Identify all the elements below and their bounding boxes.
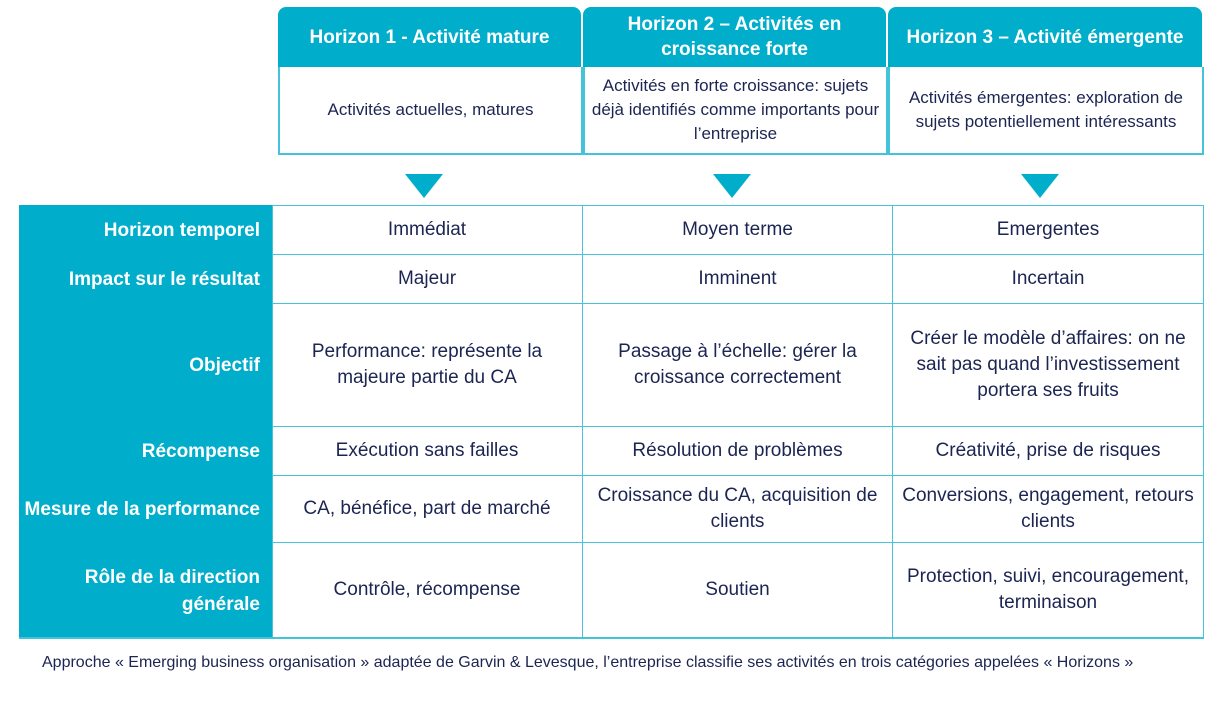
horizon-2-header: Horizon 2 – Activités en croissance fort… — [583, 7, 886, 67]
table-cell: Soutien — [583, 543, 893, 638]
row-label: Impact sur le résultat — [68, 269, 260, 290]
table-cell: Créativité, prise de risques — [893, 427, 1204, 476]
horizon-3-header: Horizon 3 – Activité émergente — [888, 7, 1202, 67]
table-bottom-border — [19, 637, 1204, 639]
row-label: Mesure de la performance — [24, 499, 260, 520]
table-cell: Immédiat — [272, 205, 583, 255]
table-cell: Exécution sans failles — [272, 427, 583, 476]
table-cell: Majeur — [272, 255, 583, 304]
table-cell: Résolution de problèmes — [583, 427, 893, 476]
table-cell: Croissance du CA, acquisition de clients — [583, 476, 893, 543]
table-cell: Créer le modèle d’affaires: on ne sait p… — [893, 304, 1204, 427]
table-cell: Emergentes — [893, 205, 1204, 255]
row-label: Horizon temporel — [103, 219, 260, 241]
table-left-border — [272, 205, 273, 638]
row-label-column — [19, 205, 272, 638]
horizon-1-header: Horizon 1 - Activité mature — [278, 7, 581, 67]
table-cell: Conversions, engagement, retours clients — [893, 476, 1204, 543]
table-cell: CA, bénéfice, part de marché — [272, 476, 583, 543]
horizon-2-description: Activités en forte croissance: sujets dé… — [583, 67, 888, 155]
table-cell: Incertain — [893, 255, 1204, 304]
table-cell: Protection, suivi, encouragement, termin… — [893, 543, 1204, 638]
table-top-border — [272, 205, 1204, 206]
table-cell: Imminent — [583, 255, 893, 304]
horizon-3-description: Activités émergentes: exploration de suj… — [888, 67, 1204, 155]
table-cell: Contrôle, récompense — [272, 543, 583, 638]
triangle-down-icon — [1021, 174, 1059, 198]
table-cell: Moyen terme — [583, 205, 893, 255]
row-label: Objectif — [189, 355, 260, 376]
triangle-down-icon — [713, 174, 751, 198]
table-cell: Passage à l’échelle: gérer la croissance… — [583, 304, 893, 427]
horizon-1-description: Activités actuelles, matures — [278, 67, 583, 155]
row-label: Récompense — [141, 441, 260, 462]
table-cell: Performance: représente la majeure parti… — [272, 304, 583, 427]
triangle-down-icon — [405, 174, 443, 198]
row-label: Rôle de la direction générale — [84, 566, 260, 615]
footnote: Approche « Emerging business organisatio… — [42, 654, 1134, 671]
